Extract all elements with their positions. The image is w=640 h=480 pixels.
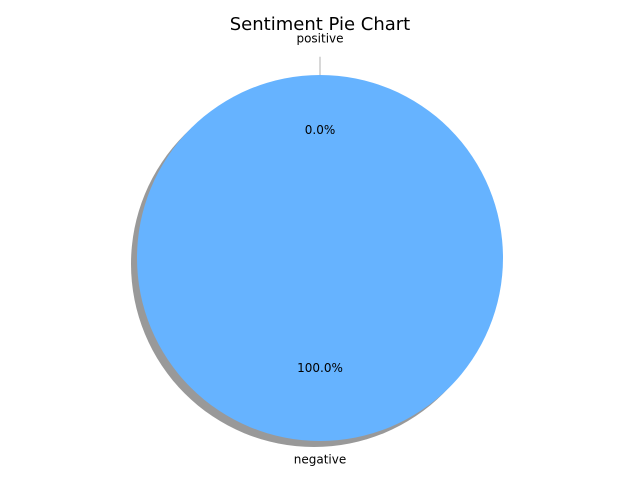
slice-label-positive: positive bbox=[296, 31, 343, 45]
slice-percent-positive: 0.0% bbox=[305, 123, 336, 137]
slice-percent-negative: 100.0% bbox=[297, 361, 343, 375]
pie-labels: positive 0.0% negative 100.0% bbox=[294, 31, 346, 466]
pie-slices bbox=[131, 56, 503, 447]
chart-title: Sentiment Pie Chart bbox=[230, 14, 410, 35]
slice-label-negative: negative bbox=[294, 452, 346, 466]
pie-slice-negative bbox=[137, 75, 503, 441]
